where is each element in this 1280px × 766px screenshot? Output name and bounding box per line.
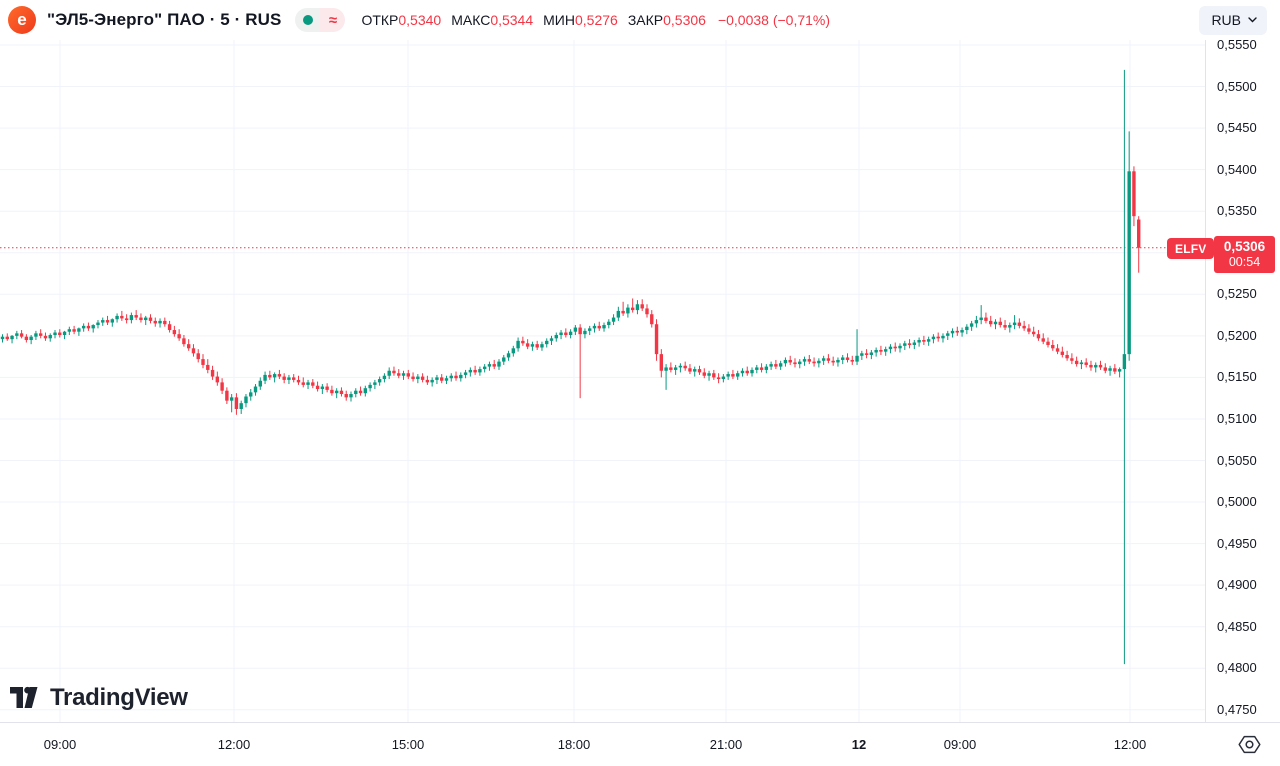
time-axis-label: 09:00 bbox=[943, 737, 977, 752]
price-axis-label: 0,5250 bbox=[1217, 286, 1257, 302]
price-axis-label: 0,4950 bbox=[1217, 535, 1257, 551]
toolbar: e "ЭЛ5-Энерго" ПАО · 5 · RUS ≈ ОТКР 0,53… bbox=[0, 0, 1280, 40]
currency-label: RUB bbox=[1211, 12, 1241, 28]
tradingview-logo-icon bbox=[10, 686, 38, 708]
symbol-title[interactable]: "ЭЛ5-Энерго" ПАО · 5 · RUS bbox=[47, 10, 282, 29]
close-value: 0,5306 bbox=[663, 12, 706, 28]
price-axis-label: 0,5050 bbox=[1217, 452, 1257, 468]
grid bbox=[0, 40, 1205, 722]
currency-button[interactable]: RUB bbox=[1199, 5, 1267, 35]
low-value: 0,5276 bbox=[574, 12, 618, 28]
market-open-dot-icon bbox=[302, 15, 313, 25]
time-axis-label: 12:00 bbox=[217, 737, 251, 752]
low-label: МИН bbox=[543, 12, 575, 28]
chevron-down-icon bbox=[1248, 17, 1257, 23]
price-axis-label: 0,5000 bbox=[1217, 494, 1257, 510]
approx-icon: ≈ bbox=[328, 11, 338, 29]
candlestick-series bbox=[0, 69, 1141, 665]
ticker-price-tag[interactable]: ELFV bbox=[1167, 238, 1215, 259]
price-axis[interactable]: 0,5550 0,5500 0,5450 0,5400 0,5350 0,5250 0,52… bbox=[1205, 37, 1280, 722]
open-value: 0,5340 bbox=[398, 12, 442, 28]
chart-canvas[interactable] bbox=[0, 40, 1205, 722]
price-axis-label: 0,4850 bbox=[1217, 618, 1257, 634]
price-axis-label: 0,4750 bbox=[1217, 701, 1257, 717]
scale-settings-icon[interactable] bbox=[1237, 734, 1262, 755]
tradingview-wordmark: TradingView bbox=[50, 684, 188, 711]
time-axis-label: 21:00 bbox=[709, 737, 743, 752]
price-axis-label: 0,4900 bbox=[1217, 577, 1257, 593]
delayed-data-indicator[interactable]: ≈ bbox=[320, 8, 346, 32]
bar-countdown: 00:54 bbox=[1228, 255, 1261, 269]
price-axis-label: 0,5100 bbox=[1217, 410, 1257, 426]
time-axis-label: 12:00 bbox=[1113, 737, 1147, 752]
market-status-capsule: ≈ bbox=[295, 8, 346, 32]
time-axis-label: 18:00 bbox=[557, 737, 591, 752]
price-axis-label: 0,5150 bbox=[1217, 369, 1257, 385]
change-value: −0,0038 (−0,71%) bbox=[717, 12, 831, 28]
symbol-logo[interactable]: e bbox=[8, 6, 36, 34]
time-axis[interactable]: 09:00 12:00 15:00 18:00 21:00 12 09:00 12:00 bbox=[0, 722, 1280, 766]
price-axis-label: 0,5350 bbox=[1217, 203, 1257, 219]
price-axis-label: 0,5500 bbox=[1217, 78, 1257, 94]
time-axis-label: 12 bbox=[851, 737, 867, 752]
last-price-value: 0,5306 bbox=[1223, 239, 1266, 254]
open-label: ОТКР bbox=[361, 12, 399, 28]
price-axis-label: 0,5200 bbox=[1217, 327, 1257, 343]
ohlc-readout: ОТКР 0,5340 МАКС 0,5344 МИН 0,5276 ЗАКР … bbox=[361, 12, 830, 28]
high-value: 0,5344 bbox=[490, 12, 534, 28]
close-label: ЗАКР bbox=[627, 12, 664, 28]
tradingview-attribution[interactable]: TradingView bbox=[10, 684, 188, 712]
price-axis-label: 0,5550 bbox=[1217, 37, 1257, 52]
last-price-label[interactable]: 0,5306 00:54 bbox=[1214, 236, 1275, 273]
price-axis-label: 0,5400 bbox=[1217, 161, 1257, 177]
time-axis-label: 15:00 bbox=[391, 737, 425, 752]
price-axis-label: 0,4800 bbox=[1217, 660, 1257, 676]
price-axis-label: 0,5450 bbox=[1217, 120, 1257, 136]
time-axis-label: 09:00 bbox=[43, 737, 77, 752]
high-label: МАКС bbox=[451, 12, 491, 28]
market-open-indicator[interactable] bbox=[295, 8, 321, 32]
